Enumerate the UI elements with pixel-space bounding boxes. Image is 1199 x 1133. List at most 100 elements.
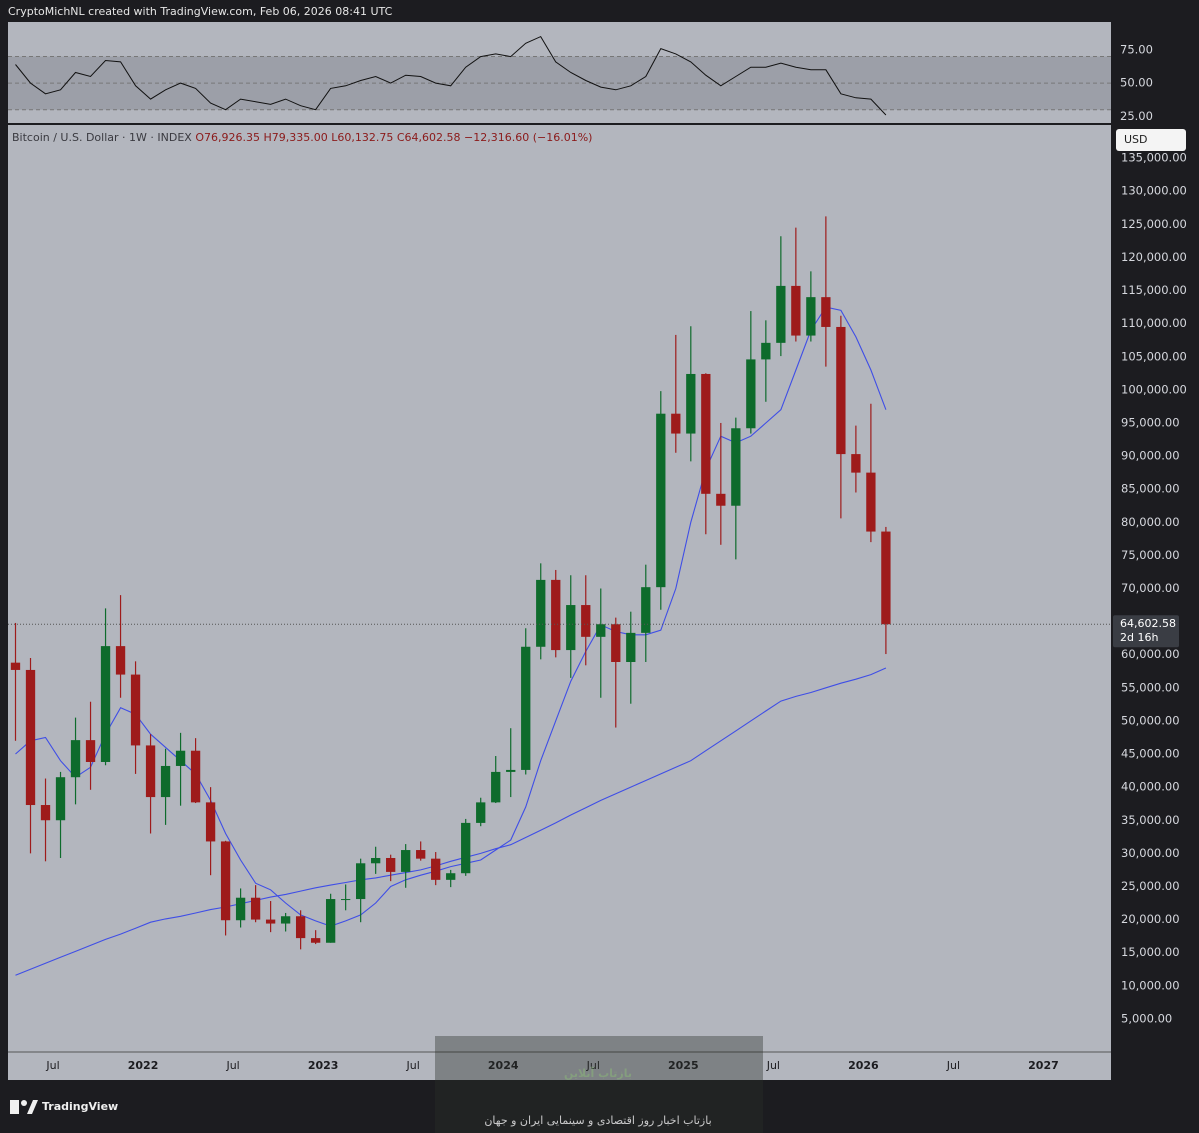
candle-body: [581, 605, 591, 637]
last-price-label: 64,602.58: [1120, 617, 1176, 630]
candle-body: [100, 646, 111, 762]
candle-body: [325, 899, 336, 943]
candle-body: [686, 373, 696, 434]
x-tick-label: 2024: [488, 1059, 519, 1072]
y-tick-label: 15,000.00: [1121, 945, 1180, 959]
y-tick-label: 5,000.00: [1121, 1011, 1172, 1025]
y-tick-label: 115,000.00: [1121, 283, 1187, 297]
x-tick-label: 2025: [668, 1059, 699, 1072]
rsi-tick-label: 50.00: [1120, 76, 1153, 90]
x-tick-label: Jul: [406, 1059, 420, 1072]
candle-body: [356, 863, 366, 900]
ohlc-close: C64,602.58: [397, 131, 461, 144]
candle-body: [821, 297, 831, 327]
candle-body: [671, 413, 681, 434]
candle-body: [626, 632, 636, 662]
ohlc-high: H79,335.00: [263, 131, 327, 144]
candle-body: [205, 802, 216, 842]
watermark-subtitle: بازتاب اخبار روز اقتصادی و سینمایی ایران…: [484, 1114, 711, 1127]
candle-body: [491, 771, 501, 803]
ohlc-change: −12,316.60 (−16.01%): [464, 131, 592, 144]
y-tick-label: 85,000.00: [1121, 482, 1180, 496]
x-tick-label: 2026: [848, 1059, 879, 1072]
logo-slash: [27, 1100, 38, 1114]
currency-label[interactable]: USD: [1124, 133, 1148, 146]
y-tick-label: 80,000.00: [1121, 515, 1180, 529]
y-tick-label: 110,000.00: [1121, 316, 1187, 330]
candle-body: [506, 769, 516, 772]
y-tick-label: 40,000.00: [1121, 780, 1180, 794]
currency-button[interactable]: [1116, 129, 1186, 151]
watermark-box: [435, 1036, 763, 1133]
candle-body: [806, 297, 816, 336]
candle-body: [551, 579, 561, 651]
y-tick-label: 75,000.00: [1121, 548, 1180, 562]
candle-body: [386, 857, 396, 872]
ohlc-open: O76,926.35: [195, 131, 260, 144]
rsi-line: [15, 35, 887, 116]
candle-body: [776, 285, 786, 343]
symbol: Bitcoin / U.S. Dollar · 1W · INDEX: [12, 131, 192, 144]
countdown: 2d 16h: [1120, 631, 1158, 644]
candle-body: [641, 587, 651, 633]
candle-body: [295, 916, 306, 939]
candle-body: [55, 777, 66, 821]
candle-body: [596, 624, 606, 637]
candle-body: [881, 531, 891, 625]
candle-body: [40, 805, 51, 821]
x-tick-label: Jul: [586, 1059, 600, 1072]
candle-body: [836, 326, 846, 455]
rsi-tick-label: 25.00: [1120, 109, 1153, 123]
watermark: بازتاب آنلاین بازتاب اخبار روز اقتصادی و…: [435, 1036, 763, 1133]
candle-body: [461, 822, 471, 874]
y-tick-label: 125,000.00: [1121, 217, 1187, 231]
watermark-title: بازتاب آنلاین: [564, 1066, 632, 1080]
chart-pane: [8, 22, 1111, 1080]
header: CryptoMichNL created with TradingView.co…: [8, 5, 393, 18]
candle-body: [280, 916, 291, 924]
x-tick-label: Jul: [766, 1059, 780, 1072]
price-axis: [1111, 22, 1199, 1080]
candle-body: [115, 646, 126, 675]
candle-body: [85, 740, 96, 762]
rsi-tick-label: 75.00: [1120, 42, 1153, 56]
last-price-box: [1113, 615, 1179, 648]
x-tick-label: Jul: [946, 1059, 960, 1072]
candle-body: [866, 472, 876, 532]
y-tick-label: 55,000.00: [1121, 680, 1180, 694]
x-tick-label: 2023: [308, 1059, 339, 1072]
x-tick-label: Jul: [225, 1059, 239, 1072]
x-tick-label: 2027: [1028, 1059, 1059, 1072]
brand: TradingView: [10, 1100, 118, 1114]
y-tick-label: 95,000.00: [1121, 415, 1180, 429]
candle-body: [566, 605, 576, 651]
candle-body: [476, 802, 486, 823]
x-tick-label: 2022: [128, 1059, 159, 1072]
candle-body: [611, 624, 621, 662]
y-tick-label: 30,000.00: [1121, 846, 1180, 860]
y-tick-label: 45,000.00: [1121, 747, 1180, 761]
candle-body: [746, 359, 756, 429]
y-tick-label: 105,000.00: [1121, 349, 1187, 363]
y-tick-label: 120,000.00: [1121, 250, 1187, 264]
candle-body: [716, 493, 726, 506]
candle-body: [731, 428, 741, 506]
moving-average: [15, 667, 887, 976]
candle-body: [851, 454, 861, 473]
candle-body: [70, 740, 81, 778]
candle-body: [220, 841, 231, 921]
candle-body: [761, 342, 771, 360]
candle-body: [235, 897, 246, 921]
candle-body: [25, 669, 36, 806]
candle-body: [446, 873, 456, 880]
y-tick-label: 135,000.00: [1121, 151, 1187, 165]
logo-bar: [10, 1100, 19, 1114]
y-tick-label: 50,000.00: [1121, 713, 1180, 727]
y-tick-label: 70,000.00: [1121, 581, 1180, 595]
y-tick-label: 25,000.00: [1121, 879, 1180, 893]
candle-body: [160, 765, 171, 798]
candle-body: [656, 413, 666, 588]
x-tick-label: Jul: [45, 1059, 59, 1072]
candle-body: [341, 899, 351, 901]
